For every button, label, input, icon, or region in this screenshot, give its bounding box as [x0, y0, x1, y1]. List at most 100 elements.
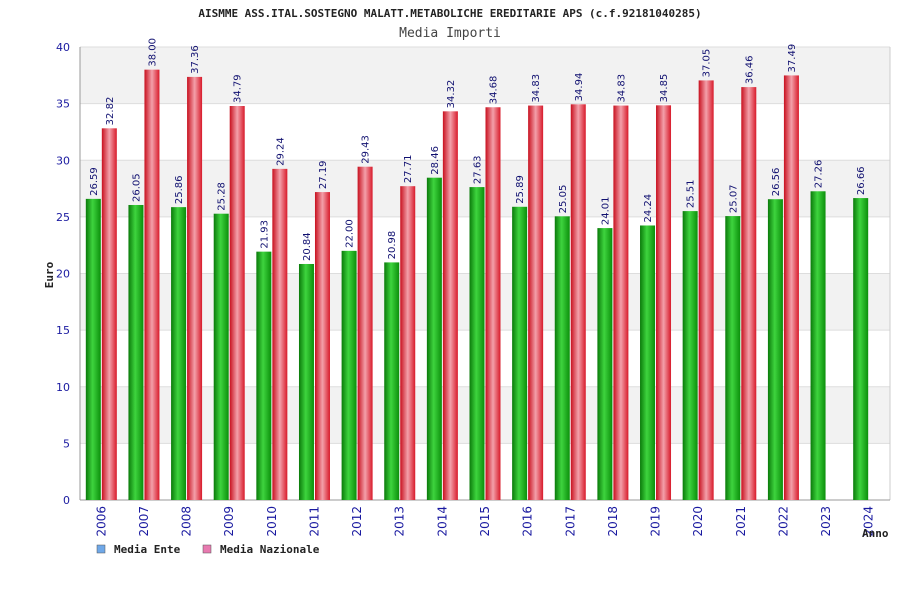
bar-media-ente [171, 207, 187, 500]
value-label-media-nazionale: 34.32 [446, 80, 457, 109]
legend-label-media-ente: Media Ente [114, 543, 181, 556]
chart-title: AISMME ASS.ITAL.SOSTEGNO MALATT.METABOLI… [198, 7, 701, 20]
value-label-media-nazionale: 36.46 [744, 55, 755, 84]
bar-media-ente [725, 216, 741, 500]
bar-media-nazionale [570, 104, 586, 500]
bar-media-ente [426, 177, 442, 501]
y-tick-label: 20 [56, 268, 70, 281]
value-label-media-nazionale: 37.36 [190, 45, 201, 74]
bar-media-ente [384, 262, 400, 500]
y-tick-label: 35 [56, 98, 70, 111]
bar-media-nazionale [613, 105, 629, 501]
bar-media-nazionale [442, 111, 458, 501]
x-tick-label: 2012 [350, 506, 364, 537]
bar-media-nazionale [400, 186, 416, 500]
value-label-media-nazionale: 27.71 [403, 155, 414, 184]
value-label-media-ente: 20.84 [302, 232, 313, 261]
y-tick-label: 5 [63, 437, 70, 450]
bar-media-nazionale [272, 168, 288, 500]
y-tick-label: 25 [56, 211, 70, 224]
legend: Media Ente Media Nazionale [96, 543, 320, 556]
value-label-media-ente: 22.00 [345, 219, 356, 248]
value-label-media-ente: 25.05 [558, 185, 569, 214]
legend-label-media-nazionale: Media Nazionale [220, 543, 320, 556]
value-label-media-ente: 25.86 [174, 175, 185, 204]
x-tick-label: 2014 [435, 506, 449, 537]
x-tick-label: 2016 [521, 506, 535, 537]
value-label-media-nazionale: 34.85 [659, 74, 670, 103]
value-label-media-ente: 20.98 [387, 231, 398, 260]
chart-subtitle: Media Importi [399, 26, 501, 41]
bar-media-nazionale [741, 87, 757, 500]
value-label-media-ente: 24.24 [643, 194, 654, 223]
bars [85, 69, 869, 501]
bar-media-ente [341, 250, 357, 500]
value-label-media-nazionale: 34.83 [531, 74, 542, 103]
bar-media-nazionale [101, 128, 117, 500]
value-label-media-ente: 27.26 [814, 160, 825, 189]
legend-swatch-media-ente [96, 544, 106, 554]
y-axis-ticks: 0 5 10 15 20 25 30 35 40 [56, 41, 70, 507]
x-tick-label: 2021 [734, 506, 748, 537]
y-tick-label: 40 [56, 41, 70, 54]
x-tick-label: 2017 [563, 506, 577, 537]
bar-media-nazionale [528, 105, 544, 501]
bar-media-nazionale [229, 106, 245, 501]
bar-media-ente [512, 206, 528, 500]
value-label-media-ente: 27.63 [473, 155, 484, 184]
value-label-media-ente: 21.93 [259, 220, 270, 249]
x-tick-label: 2007 [137, 506, 151, 537]
bar-media-ente [213, 213, 229, 501]
y-tick-label: 15 [56, 324, 70, 337]
value-label-media-nazionale: 34.68 [489, 76, 500, 105]
bar-media-ente [256, 251, 272, 500]
bar-media-nazionale [698, 80, 714, 500]
bar-media-ente [85, 198, 101, 500]
bar-media-ente [640, 225, 656, 500]
bar-media-nazionale [314, 192, 330, 501]
bar-media-ente [682, 211, 698, 500]
x-tick-label: 2020 [691, 506, 705, 537]
y-tick-label: 10 [56, 381, 70, 394]
value-label-media-ente: 26.56 [771, 168, 782, 197]
x-tick-label: 2013 [393, 506, 407, 537]
bar-media-nazionale [656, 105, 672, 500]
y-axis-title: Euro [43, 261, 56, 288]
y-tick-label: 30 [56, 154, 70, 167]
x-tick-label: 2019 [649, 506, 663, 537]
x-tick-label: 2010 [265, 506, 279, 537]
bar-media-ente [597, 228, 613, 501]
value-label-media-nazionale: 34.79 [233, 74, 244, 103]
value-label-media-ente: 28.46 [430, 146, 441, 175]
x-tick-label: 2024 [862, 506, 876, 537]
bar-media-ente [298, 263, 314, 500]
value-label-media-nazionale: 29.43 [361, 135, 372, 164]
x-tick-label: 2015 [478, 506, 492, 537]
y-tick-label: 0 [63, 494, 70, 507]
x-axis-title: Anno [862, 527, 889, 540]
bar-media-nazionale [485, 107, 501, 501]
bar-media-nazionale [144, 69, 160, 501]
bar-media-nazionale [187, 76, 203, 500]
value-label-media-ente: 26.59 [89, 167, 100, 196]
x-axis-ticks: 2006 2007 2008 2009 2010 2011 2012 2013 2014 2015… [94, 506, 875, 537]
value-label-media-ente: 25.51 [686, 179, 697, 208]
value-label-media-ente: 26.05 [131, 173, 142, 202]
x-tick-label: 2023 [819, 506, 833, 537]
x-tick-label: 2011 [307, 506, 321, 537]
bar-media-ente [128, 204, 144, 500]
bar-media-nazionale [783, 75, 799, 500]
value-label-media-nazionale: 29.24 [275, 137, 286, 166]
value-label-media-nazionale: 34.83 [616, 74, 627, 103]
x-tick-label: 2008 [180, 506, 194, 537]
value-label-media-nazionale: 37.49 [787, 44, 798, 73]
value-label-media-ente: 26.66 [856, 166, 867, 195]
value-label-media-nazionale: 27.19 [318, 160, 329, 189]
legend-swatch-media-nazionale [202, 544, 212, 554]
x-tick-label: 2009 [222, 506, 236, 537]
bar-media-ente [810, 191, 826, 500]
value-label-media-nazionale: 37.05 [702, 49, 713, 78]
value-label-media-nazionale: 38.00 [147, 38, 158, 67]
value-label-media-nazionale: 34.94 [574, 73, 585, 102]
